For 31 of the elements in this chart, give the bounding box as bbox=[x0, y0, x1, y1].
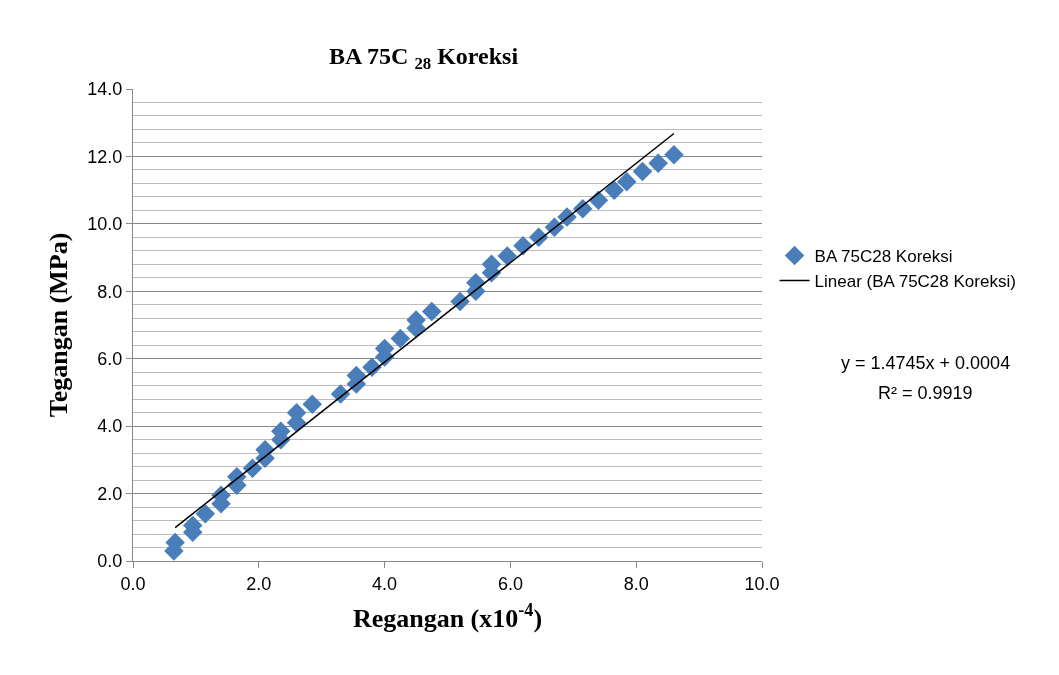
point bbox=[390, 328, 411, 349]
point bbox=[497, 246, 518, 266]
y-tick-label: 6.0 bbox=[97, 349, 123, 370]
chart-title: BA 75C $_{28}$ Koreksi bbox=[329, 43, 519, 74]
point bbox=[617, 171, 637, 192]
y-axis-title: Tegangan (MPa) bbox=[43, 232, 73, 418]
y-tick-label: 12.0 bbox=[87, 146, 123, 167]
x-tick-label: 0.0 bbox=[120, 573, 146, 594]
text: R² = 0.9919 bbox=[878, 383, 973, 403]
x-axis-title: Regangan (x10$^{-4}$) bbox=[352, 600, 543, 634]
x-tick-label: 4.0 bbox=[372, 573, 398, 594]
legend-label: Linear (BA 75C28 Koreksi) bbox=[814, 272, 1016, 292]
y-tick-label: 10.0 bbox=[87, 214, 123, 235]
y-tick-label: 4.0 bbox=[97, 416, 123, 437]
point bbox=[664, 144, 684, 165]
x-tick-label: 6.0 bbox=[497, 573, 523, 594]
point bbox=[604, 180, 624, 200]
y-tick-label: 2.0 bbox=[97, 483, 123, 504]
x-tick-label: 8.0 bbox=[623, 573, 649, 594]
legend-label: BA 75C28 Koreksi bbox=[814, 247, 953, 267]
point bbox=[195, 504, 216, 524]
y-tick-label: 8.0 bbox=[97, 281, 123, 302]
x-tick-label: 10.0 bbox=[744, 573, 780, 594]
text: y = 1.4745x + 0.0004 bbox=[841, 353, 1011, 373]
point bbox=[632, 161, 653, 182]
point bbox=[648, 153, 668, 173]
y-tick-label: 14.0 bbox=[87, 79, 123, 100]
x-tick-label: 2.0 bbox=[246, 573, 272, 594]
y-tick-label: 0.0 bbox=[97, 551, 123, 572]
point bbox=[422, 301, 442, 322]
point bbox=[302, 394, 323, 414]
